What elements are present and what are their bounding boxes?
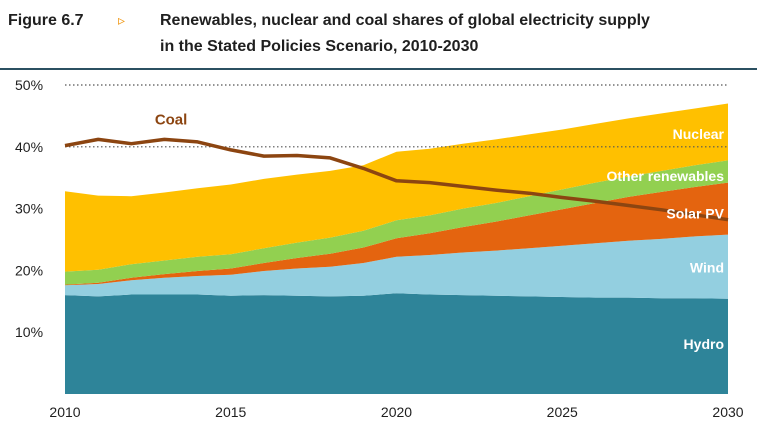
series-label-nuclear: Nuclear [673,126,725,142]
series-label-coal: Coal [155,111,188,128]
figure-label: Figure 6.7 [8,12,84,29]
area-nuclear [65,103,728,272]
gridlines [65,84,728,148]
x-tick-label: 2030 [712,404,743,420]
chart-title-line-2: in the Stated Policies Scenario, 2010-20… [160,38,479,55]
y-tick-label: 10% [15,324,43,340]
figure-arrow-icon: ▹ [118,12,126,28]
x-tick-label: 2020 [381,404,412,420]
series-labels: Nuclear Other renewables Solar PV Wind Hydro… [155,111,725,352]
area-solar-pv [65,182,728,286]
chart-title: Renewables, nuclear and coal shares of g… [160,8,755,60]
y-tick-label: 40% [15,139,43,155]
x-tick-label: 2025 [547,404,578,420]
area-other-renewables [65,160,728,285]
y-tick-label: 20% [15,262,43,278]
x-tick-label: 2010 [49,404,80,420]
series-label-hydro: Hydro [684,336,724,352]
series-label-wind: Wind [690,259,724,275]
chart-title-line-1: Renewables, nuclear and coal shares of g… [160,12,650,29]
x-tick-label: 2015 [215,404,246,420]
area-wind [65,234,728,299]
coal-line-group [64,137,729,222]
y-tick-label: 30% [15,201,43,217]
title-rule [0,68,757,70]
y-tick-label: 50% [15,77,43,93]
line-coal [64,137,729,222]
area-layers [65,103,728,394]
series-label-solar-pv: Solar PV [666,206,724,222]
area-hydro [65,293,728,394]
axis-ticks: 10% 20% 30% 40% 50% 2010 2015 2020 2025 2030 [15,77,744,420]
series-label-other-renewables: Other renewables [607,168,725,184]
